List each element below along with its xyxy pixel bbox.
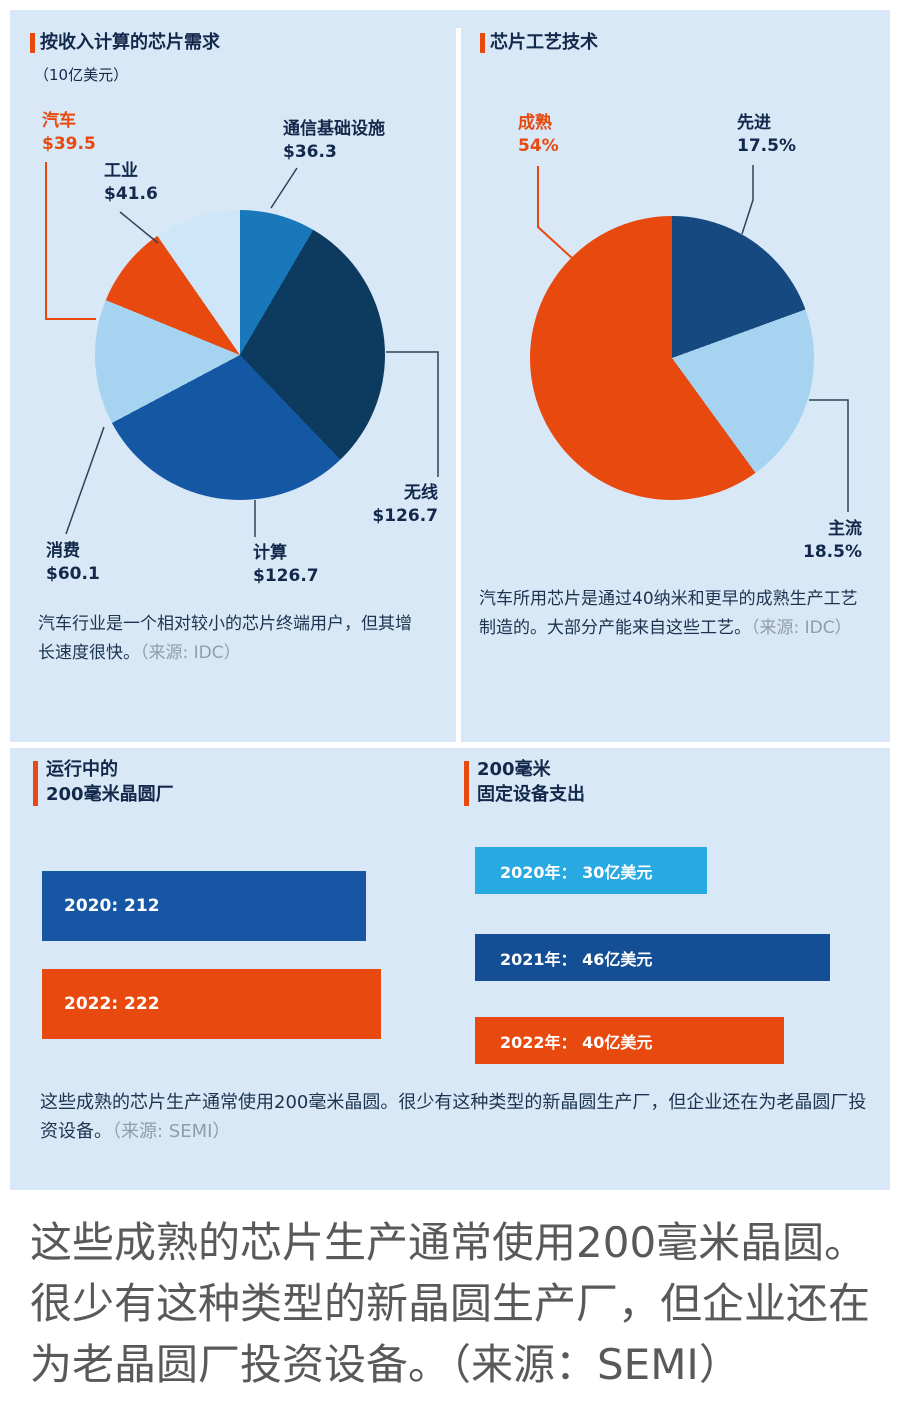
pie-label-computing: 计算 $126.7 <box>253 542 319 588</box>
chip-demand-subtitle: （10亿美元） <box>34 66 129 84</box>
process-tech-title: 芯片工艺技术 <box>490 32 598 53</box>
closing-statement-line3: 为老晶圆厂投资设备。（来源：SEMI） <box>30 1340 741 1389</box>
footer-caption-text: 这些成熟的芯片生产通常使用200毫米晶圆。很少有这种类型的新晶圆生产厂，但企业还… <box>40 1092 867 1142</box>
bar-spending-2022: 2022年： 40亿美元 <box>475 1017 784 1064</box>
slice-value-automotive: $39.5 <box>42 134 96 154</box>
pie-chip-demand <box>95 210 385 500</box>
slice-value-comms-infra: $36.3 <box>283 142 337 162</box>
pie-label-consumer: 消费 $60.1 <box>46 540 100 586</box>
bar-fabs-2022: 2022: 222 <box>42 969 381 1039</box>
bar-fabs-2020: 2020: 212 <box>42 871 366 941</box>
slice-name-mainstream: 主流 <box>828 519 862 539</box>
slice-value-industrial: $41.6 <box>104 184 158 204</box>
bar-spending-2020-label: 2020年： 30亿美元 <box>500 862 653 882</box>
bar-spending-2021-label: 2021年： 46亿美元 <box>500 949 653 969</box>
slice-name-consumer: 消费 <box>46 541 80 561</box>
footer-caption: 这些成熟的芯片生产通常使用200毫米晶圆。很少有这种类型的新晶圆生产厂，但企业还… <box>40 1088 870 1146</box>
process-tech-caption: 汽车所用芯片是通过40纳米和更早的成熟生产工艺制造的。大部分产能来自这些工艺。（… <box>479 585 871 643</box>
chip-demand-title-accent <box>30 33 35 53</box>
footer-caption-source: （来源: SEMI） <box>112 1121 231 1142</box>
process-tech-caption-source: （来源: IDC） <box>751 618 852 638</box>
slice-name-mature: 成熟 <box>518 113 552 133</box>
slice-value-mature: 54% <box>518 136 559 156</box>
spending-title-line2: 固定设备支出 <box>477 784 585 805</box>
chip-demand-caption-source: （来源: IDC） <box>140 643 241 663</box>
chip-demand-caption: 汽车行业是一个相对较小的芯片终端用户，但其增长速度很快。（来源: IDC） <box>38 610 426 668</box>
slice-name-industrial: 工业 <box>104 161 138 181</box>
spending-title: 200毫米 固定设备支出 <box>477 757 585 807</box>
bar-spending-2020: 2020年： 30亿美元 <box>475 847 707 894</box>
pie-label-mainstream: 主流 18.5% <box>782 518 862 564</box>
fabs-title-line1: 运行中的 <box>46 759 118 780</box>
slice-name-computing: 计算 <box>253 543 287 563</box>
bar-fabs-2020-label: 2020: 212 <box>64 896 160 916</box>
closing-statement-line1: 这些成熟的芯片生产通常使用200毫米晶圆。 <box>30 1218 867 1267</box>
pie-label-industrial: 工业 $41.6 <box>104 160 158 206</box>
pie-label-wireless: 无线 $126.7 <box>358 482 438 528</box>
closing-statement: 这些成熟的芯片生产通常使用200毫米晶圆。 很少有这种类型的新晶圆生产厂，但企业… <box>30 1212 890 1395</box>
horizontal-divider <box>10 742 890 748</box>
slice-value-consumer: $60.1 <box>46 564 100 584</box>
process-tech-title-accent <box>480 33 485 53</box>
bar-fabs-2022-label: 2022: 222 <box>64 994 160 1014</box>
fabs-title: 运行中的 200毫米晶圆厂 <box>46 757 174 807</box>
pie-label-automotive: 汽车 $39.5 <box>42 110 96 156</box>
spending-title-line1: 200毫米 <box>477 759 551 780</box>
pie-process-tech <box>530 216 814 500</box>
slice-value-wireless: $126.7 <box>372 506 438 526</box>
vertical-divider <box>456 28 461 742</box>
closing-statement-line2: 很少有这种类型的新晶圆生产厂，但企业还在 <box>30 1279 871 1328</box>
process-tech-caption-text: 汽车所用芯片是通过40纳米和更早的成熟生产工艺制造的。大部分产能来自这些工艺。 <box>479 589 858 638</box>
pie-label-mature: 成熟 54% <box>518 112 559 158</box>
chip-demand-title: 按收入计算的芯片需求 <box>40 32 220 53</box>
slice-value-advanced: 17.5% <box>737 136 796 156</box>
fabs-title-line2: 200毫米晶圆厂 <box>46 784 174 805</box>
fabs-title-accent <box>33 761 38 806</box>
slice-value-mainstream: 18.5% <box>803 542 862 562</box>
bar-spending-2021: 2021年： 46亿美元 <box>475 934 830 981</box>
spending-title-accent <box>464 761 469 806</box>
bar-spending-2022-label: 2022年： 40亿美元 <box>500 1032 653 1052</box>
pie-label-comms-infra: 通信基础设施 $36.3 <box>283 118 385 164</box>
chip-demand-caption-text: 汽车行业是一个相对较小的芯片终端用户，但其增长速度很快。 <box>38 614 412 663</box>
slice-value-computing: $126.7 <box>253 566 319 586</box>
slice-name-advanced: 先进 <box>737 113 771 133</box>
pie-label-advanced: 先进 17.5% <box>737 112 796 158</box>
slice-name-comms-infra: 通信基础设施 <box>283 119 385 139</box>
slice-name-automotive: 汽车 <box>42 111 76 131</box>
slice-name-wireless: 无线 <box>404 483 438 503</box>
